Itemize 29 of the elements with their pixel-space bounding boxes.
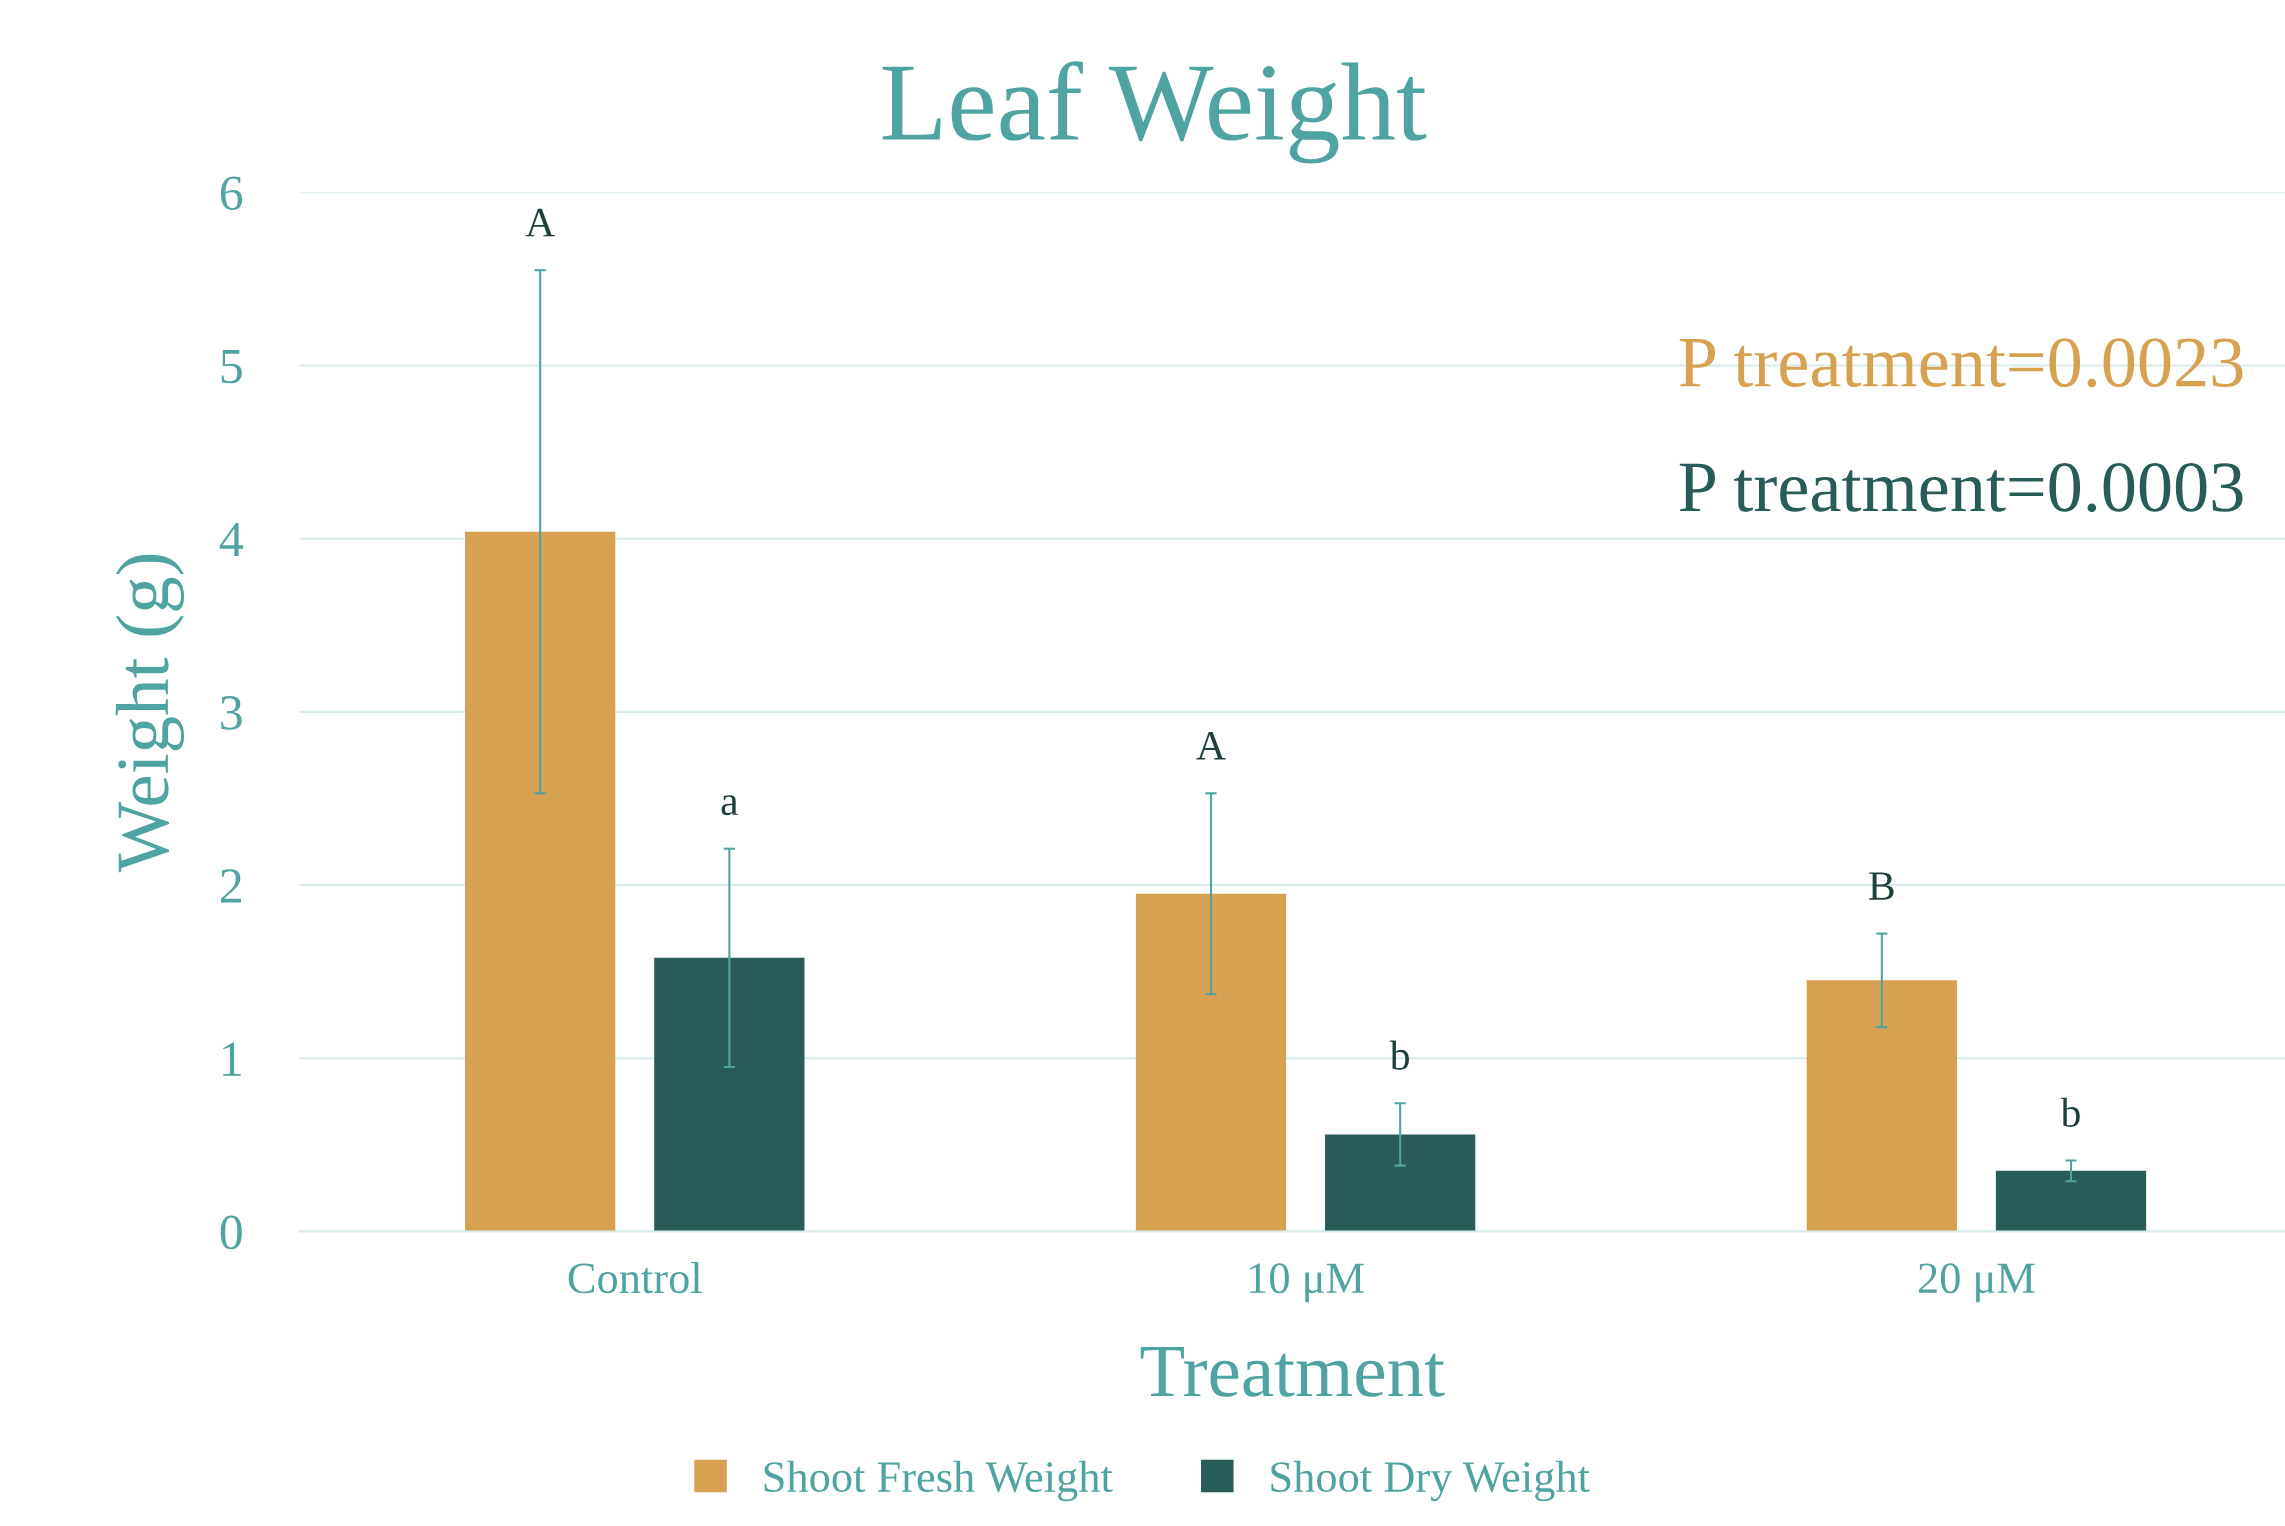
x-tick-label: 10 μM <box>1250 1263 1364 1303</box>
chart-title: Leaf Weight <box>882 61 1427 164</box>
annotation: b <box>1389 1040 1409 1070</box>
legend-label: Shoot Fresh Weight <box>764 1460 1113 1502</box>
annotation: a <box>721 795 739 816</box>
bar <box>1135 893 1287 1232</box>
annotation: P treatment=0.0003 <box>1679 462 2243 513</box>
annotation: A <box>1196 731 1226 760</box>
y-tick-label: 6 <box>220 176 243 211</box>
annotation: B <box>1869 872 1894 900</box>
x-axis-title: Treatment <box>1140 1346 1445 1397</box>
y-tick-label: 0 <box>220 1215 242 1250</box>
bar <box>1325 1134 1476 1232</box>
bar <box>654 957 805 1232</box>
y-tick-label: 1 <box>223 1042 241 1076</box>
y-tick-label: 3 <box>221 696 242 730</box>
annotation: A <box>525 208 555 237</box>
bar <box>465 531 616 1232</box>
annotation: P treatment=0.0023 <box>1679 338 2243 388</box>
y-axis-title: Weight (g) <box>115 554 185 873</box>
bar <box>1995 1170 2147 1232</box>
legend-label: Shoot Dry Weight <box>1271 1460 1590 1502</box>
y-tick-label: 4 <box>219 523 243 557</box>
annotation: b <box>2060 1097 2080 1128</box>
x-tick-label: Control <box>568 1262 702 1294</box>
x-tick-label: 20 μM <box>1918 1263 2035 1303</box>
bar <box>1806 980 1957 1232</box>
y-tick-label: 2 <box>220 869 242 903</box>
y-tick-label: 5 <box>221 350 242 384</box>
